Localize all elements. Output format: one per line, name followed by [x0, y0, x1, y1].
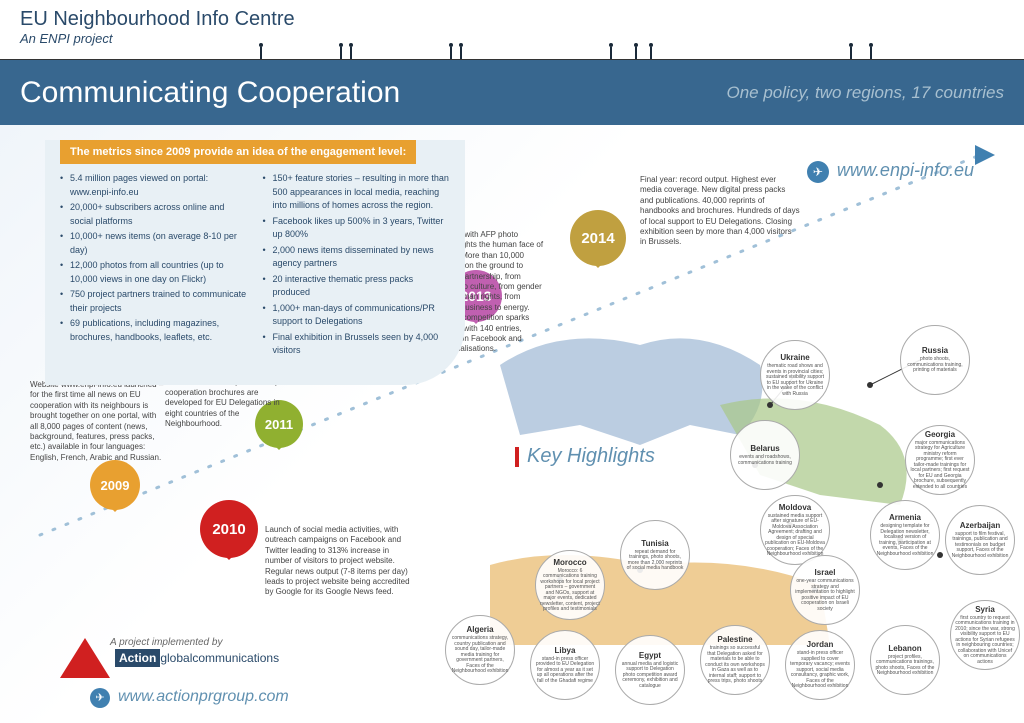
country-algeria: Algeria communications strategy, country …	[445, 615, 515, 685]
country-desc: project profiles, communications trainin…	[875, 655, 935, 677]
country-name: Ukraine	[780, 353, 809, 362]
country-name: Belarus	[750, 444, 779, 453]
country-belarus: Belarus events and roadshows, communicati…	[730, 420, 800, 490]
country-armenia: Armenia designing template for Delegation…	[870, 500, 940, 570]
country-desc: photo shoots, communications training, p…	[905, 357, 965, 374]
country-name: Russia	[922, 346, 948, 355]
country-lebanon: Lebanon project profiles, communications …	[870, 625, 940, 695]
country-name: Palestine	[717, 635, 752, 644]
metric-item: Facebook likes up 500% in 3 years, Twitt…	[263, 215, 451, 242]
country-name: Morocco	[553, 558, 586, 567]
metrics-col-2: 150+ feature stories – resulting in more…	[263, 172, 451, 360]
country-name: Georgia	[925, 430, 955, 439]
country-desc: first country to request communications …	[955, 616, 1015, 666]
silhouettes	[0, 34, 1024, 59]
metric-item: 69 publications, including magazines, br…	[60, 317, 248, 344]
header: EU Neighbourhood Info Centre An ENPI pro…	[0, 0, 1024, 60]
country-name: Libya	[555, 646, 576, 655]
country-desc: stand-in press officer provided to EU De…	[535, 657, 595, 685]
metric-item: 1,000+ man-days of communications/PR sup…	[263, 302, 451, 329]
country-name: Lebanon	[888, 644, 921, 653]
country-name: Syria	[975, 605, 995, 614]
metric-item: 5.4 million pages viewed on portal: www.…	[60, 172, 248, 199]
country-georgia: Georgia major communications strategy for…	[905, 425, 975, 495]
country-name: Moldova	[779, 503, 811, 512]
country-desc: Morocco: 6 communications training works…	[540, 569, 600, 613]
country-desc: sustained media support after signature …	[765, 514, 825, 558]
country-tunisia: Tunisia repeat demand for trainings, phot…	[620, 520, 690, 590]
country-name: Algeria	[466, 625, 493, 634]
banner-tag: One policy, two regions, 17 countries	[727, 83, 1005, 103]
country-azerbaijan: Azerbaijan support to film festival, trai…	[945, 505, 1015, 575]
country-russia: Russia photo shoots, communications train…	[900, 325, 970, 395]
country-desc: events and roadshows, communications tra…	[735, 455, 795, 466]
country-morocco: Morocco Morocco: 6 communications trainin…	[535, 550, 605, 620]
metric-item: 150+ feature stories – resulting in more…	[263, 172, 451, 213]
country-desc: thematic road shows and events in provin…	[765, 364, 825, 397]
country-desc: annual media and logistic support to Del…	[620, 662, 680, 690]
country-desc: communications strategy, country publica…	[450, 636, 510, 675]
country-desc: designing template for Delegation newsle…	[875, 524, 935, 557]
text-2014: Final year: record output. Highest ever …	[640, 175, 800, 248]
year-2014: 2014	[570, 210, 626, 266]
country-palestine: Palestine trainings so successful that De…	[700, 625, 770, 695]
country-name: Jordan	[807, 640, 834, 649]
metric-item: 20,000+ subscribers across online and so…	[60, 201, 248, 228]
country-name: Azerbaijan	[960, 521, 1000, 530]
main: The metrics since 2009 provide an idea o…	[0, 125, 1024, 723]
banner: Communicating Cooperation One policy, tw…	[0, 60, 1024, 125]
text-2010: Launch of social media activities, with …	[265, 525, 410, 598]
metrics-header: The metrics since 2009 provide an idea o…	[60, 140, 416, 164]
metric-item: 10,000+ news items (on average 8-10 per …	[60, 230, 248, 257]
country-desc: stand-in press officer supplied to cover…	[790, 651, 850, 690]
country-name: Egypt	[639, 651, 661, 660]
country-desc: trainings so successful that Delegation …	[705, 646, 765, 685]
country-israel: Israel one-year communications strategy a…	[790, 555, 860, 625]
year-2009: 2009	[90, 460, 140, 510]
country-name: Tunisia	[641, 539, 668, 548]
key-highlights: Key Highlights	[515, 445, 655, 468]
metric-item: 12,000 photos from all countries (up to …	[60, 259, 248, 286]
country-jordan: Jordan stand-in press officer supplied to…	[785, 630, 855, 700]
metric-item: Final exhibition in Brussels seen by 4,0…	[263, 331, 451, 358]
country-desc: one-year communications strategy and imp…	[795, 579, 855, 612]
metric-item: 750 project partners trained to communic…	[60, 288, 248, 315]
country-syria: Syria first country to request communicat…	[950, 600, 1020, 670]
metric-item: 2,000 news items disseminated by news ag…	[263, 244, 451, 271]
country-desc: major communications strategy for Agricu…	[910, 441, 970, 491]
country-name: Armenia	[889, 513, 921, 522]
country-libya: Libya stand-in press officer provided to …	[530, 630, 600, 700]
metrics-box: The metrics since 2009 provide an idea o…	[45, 140, 465, 385]
country-desc: repeat demand for trainings, photo shoot…	[625, 550, 685, 572]
country-desc: support to film festival, trainings, pub…	[950, 532, 1010, 560]
country-name: Israel	[815, 568, 836, 577]
country-egypt: Egypt annual media and logistic support t…	[615, 635, 685, 705]
header-title: EU Neighbourhood Info Centre	[20, 8, 1004, 31]
country-ukraine: Ukraine thematic road shows and events in…	[760, 340, 830, 410]
metric-item: 20 interactive thematic press packs prod…	[263, 273, 451, 300]
text-2009: Website www.enpi-info.eu launched – for …	[30, 380, 165, 463]
year-2010: 2010	[200, 500, 258, 558]
url-top[interactable]: www.enpi-info.eu	[807, 160, 974, 183]
banner-title: Communicating Cooperation	[20, 76, 400, 110]
metrics-col-1: 5.4 million pages viewed on portal: www.…	[60, 172, 248, 360]
